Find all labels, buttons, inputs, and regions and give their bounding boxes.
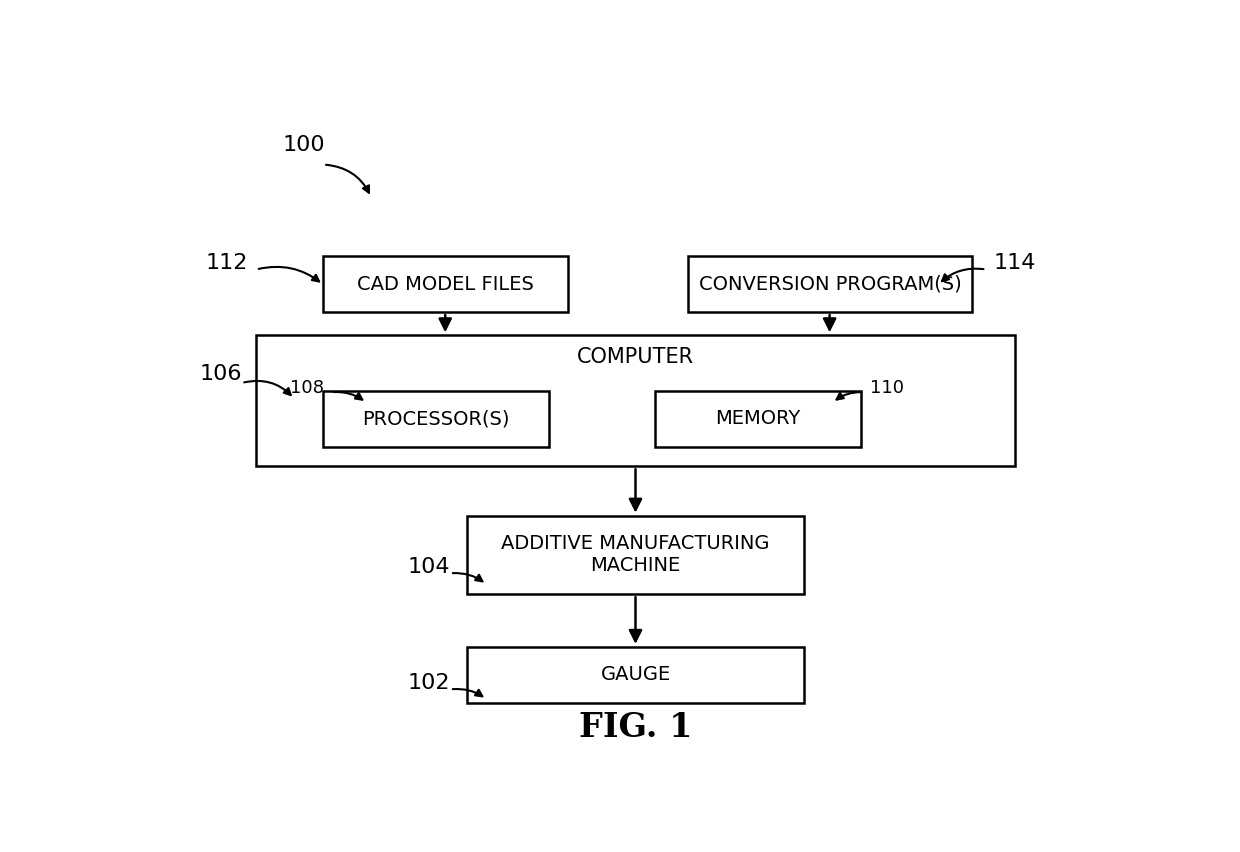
Bar bbox=[655, 391, 862, 446]
Text: 102: 102 bbox=[408, 673, 450, 693]
Text: MEMORY: MEMORY bbox=[715, 409, 801, 429]
Bar bbox=[688, 256, 972, 312]
Text: 108: 108 bbox=[290, 378, 324, 397]
Bar bbox=[324, 391, 549, 446]
Text: 104: 104 bbox=[408, 556, 450, 577]
Text: ADDITIVE MANUFACTURING
MACHINE: ADDITIVE MANUFACTURING MACHINE bbox=[501, 534, 770, 575]
Text: CONVERSION PROGRAM(S): CONVERSION PROGRAM(S) bbox=[698, 275, 961, 294]
Text: 114: 114 bbox=[994, 253, 1037, 273]
Text: GAUGE: GAUGE bbox=[600, 665, 671, 684]
Bar bbox=[467, 515, 804, 595]
Text: 110: 110 bbox=[870, 378, 904, 397]
Text: CAD MODEL FILES: CAD MODEL FILES bbox=[357, 275, 534, 294]
Text: 100: 100 bbox=[283, 135, 325, 155]
Bar bbox=[467, 647, 804, 703]
Text: PROCESSOR(S): PROCESSOR(S) bbox=[362, 409, 510, 429]
Text: 106: 106 bbox=[200, 365, 242, 384]
Text: COMPUTER: COMPUTER bbox=[577, 347, 694, 367]
Bar bbox=[324, 256, 568, 312]
Bar bbox=[255, 335, 1016, 466]
Text: 112: 112 bbox=[206, 253, 248, 273]
Text: FIG. 1: FIG. 1 bbox=[579, 711, 692, 744]
